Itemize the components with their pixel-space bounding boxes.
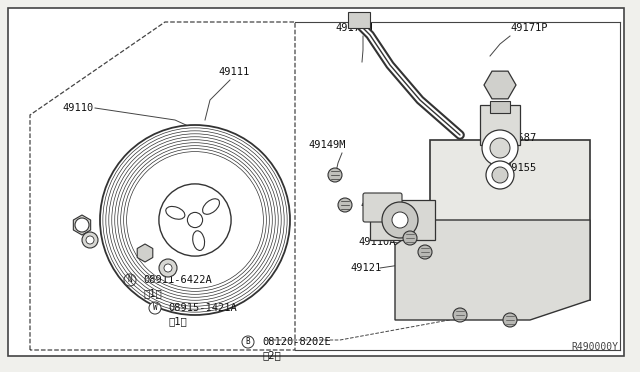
Text: 49170M: 49170M — [335, 23, 372, 33]
Text: 08911-6422A: 08911-6422A — [143, 275, 212, 285]
Polygon shape — [395, 220, 590, 320]
Bar — [430, 140, 590, 300]
Text: 〈2〉: 〈2〉 — [262, 350, 281, 360]
Text: B: B — [246, 337, 250, 346]
Text: 49110: 49110 — [62, 103, 93, 113]
Circle shape — [418, 245, 432, 259]
Circle shape — [188, 212, 203, 228]
Text: 49162N: 49162N — [360, 200, 397, 210]
Text: R490000Y: R490000Y — [571, 342, 618, 352]
Circle shape — [382, 202, 418, 238]
Polygon shape — [74, 215, 91, 235]
Polygon shape — [137, 244, 153, 262]
Text: 〈1〉: 〈1〉 — [168, 316, 187, 326]
Circle shape — [403, 231, 417, 245]
Text: 49587: 49587 — [505, 133, 536, 143]
Text: 49110A: 49110A — [358, 237, 396, 247]
Ellipse shape — [193, 231, 205, 250]
Polygon shape — [484, 71, 516, 99]
Text: 49121: 49121 — [350, 263, 381, 273]
Circle shape — [482, 130, 518, 166]
Circle shape — [100, 125, 290, 315]
Text: 49111: 49111 — [218, 67, 249, 77]
Circle shape — [503, 313, 517, 327]
Circle shape — [392, 212, 408, 228]
Text: N: N — [128, 276, 132, 285]
Circle shape — [164, 264, 172, 272]
Circle shape — [159, 184, 231, 256]
Text: 〈1〉: 〈1〉 — [143, 288, 162, 298]
Text: 49149M: 49149M — [308, 140, 346, 150]
Bar — [490, 101, 510, 113]
Text: 08915-1421A: 08915-1421A — [168, 303, 237, 313]
Circle shape — [492, 167, 508, 183]
Circle shape — [453, 308, 467, 322]
Text: W: W — [153, 304, 157, 312]
FancyBboxPatch shape — [363, 193, 402, 222]
Bar — [348, 12, 370, 28]
Ellipse shape — [203, 199, 220, 214]
Bar — [370, 200, 435, 240]
Circle shape — [338, 198, 352, 212]
Text: 49171P: 49171P — [510, 23, 547, 33]
Circle shape — [86, 236, 94, 244]
Text: 49155: 49155 — [505, 163, 536, 173]
Ellipse shape — [166, 206, 185, 219]
Circle shape — [75, 218, 89, 232]
Circle shape — [328, 168, 342, 182]
Text: 08120-8202E: 08120-8202E — [262, 337, 331, 347]
Circle shape — [486, 161, 514, 189]
Circle shape — [159, 259, 177, 277]
Circle shape — [490, 138, 510, 158]
Circle shape — [82, 232, 98, 248]
Bar — [480, 105, 520, 145]
